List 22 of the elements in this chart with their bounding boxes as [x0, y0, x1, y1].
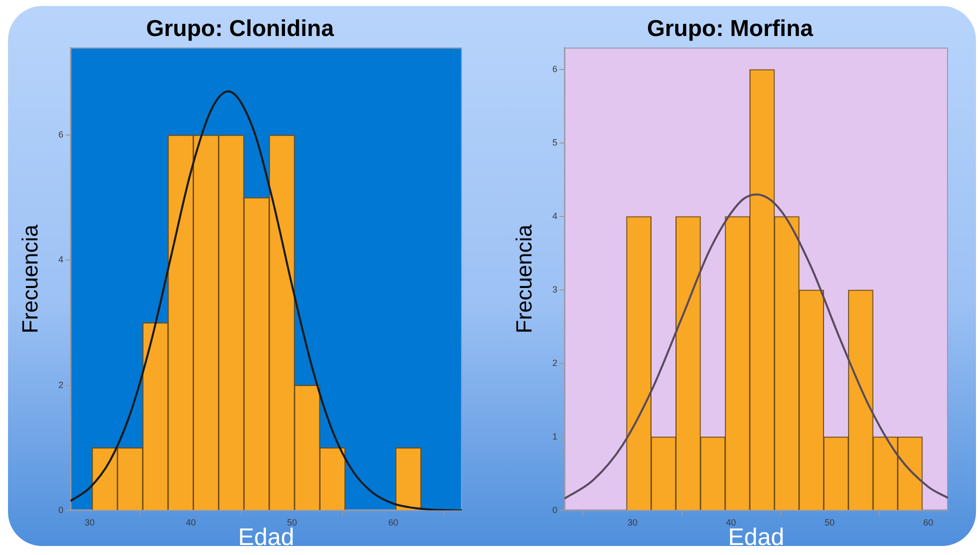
y-tick-label: 6	[552, 64, 558, 74]
y-tick-label: 4	[552, 211, 558, 222]
chart-title: Grupo: Clonidina	[146, 15, 334, 42]
y-tick-label: 3	[552, 284, 558, 295]
chart-title: Grupo: Morfina	[646, 15, 814, 42]
x-tick-label: 40	[186, 517, 196, 528]
y-tick-label: 1	[552, 431, 558, 442]
x-tick-label: 30	[627, 517, 638, 528]
x-tick-label: 60	[923, 517, 934, 528]
x-tick-label: 30	[84, 517, 95, 528]
line-series	[564, 194, 948, 500]
y-tick-label: 5	[552, 138, 558, 148]
y-tick-label: 4	[58, 254, 64, 265]
y-tick-label: 2	[58, 380, 64, 390]
y-tick-label: 0	[552, 504, 558, 515]
y-tick-label: 0	[58, 504, 64, 515]
y-tick-label: 2	[552, 358, 558, 368]
y-tick-label: 6	[58, 130, 64, 140]
x-tick-label: 60	[388, 517, 398, 528]
x-tick-label: 50	[824, 517, 835, 528]
y-axis-title: Frecuencia	[511, 224, 536, 334]
y-axis-title: Frecuencia	[17, 224, 42, 334]
